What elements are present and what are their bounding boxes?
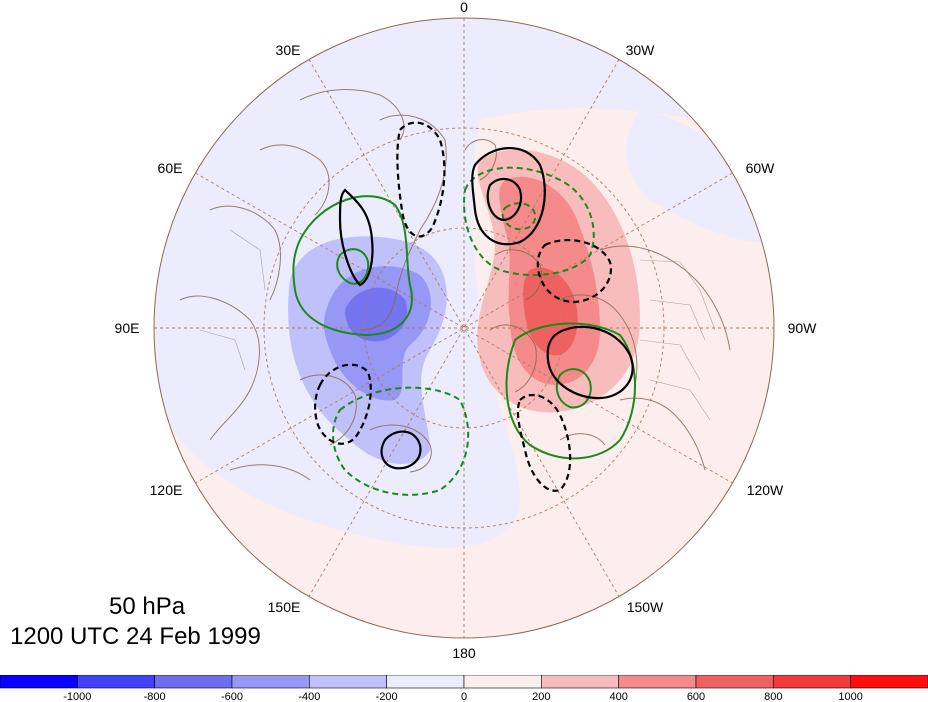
lon-label-60e: 60E [158,160,183,176]
black-solid-contour-south [380,430,422,470]
colorbar-box [850,675,928,689]
lon-label-150w: 150W [627,599,664,615]
pressure-level-caption: 50 hPa [109,593,186,620]
colorbar-tick-label: -800 [144,691,166,702]
lon-label-180: 180 [452,645,476,661]
colorbar-box [695,675,774,689]
colorbar-box [0,675,78,689]
green-dashed-contour-north [463,166,595,276]
political-boundaries [199,229,716,421]
black-dashed-contour-northeast [536,239,613,304]
valid-time-caption: 1200 UTC 24 Feb 1999 [10,623,261,650]
colorbar-box [773,675,851,689]
black-solid-contour-west [338,188,374,287]
colorbar-boxes [0,675,928,689]
green-solid-contour-east [505,322,636,460]
colorbar-box [309,675,387,689]
colorbar-box [77,675,155,689]
lon-label-30w: 30W [626,42,656,58]
colorbar-tick-labels: -1000 -800 -600 -400 -200 0 200 400 600 800 1000 [63,691,863,702]
colorbar-tick-label: -1000 [63,691,91,702]
longitude-labels: 0 30W 60W 90W 120W 150W 180 150E 120E 90… [115,0,818,661]
lon-label-30e: 30E [276,42,301,58]
colorbar-tick-label: -400 [298,691,320,702]
colorbar-box [154,675,233,689]
colorbar-tick-label: 200 [532,691,550,702]
lon-label-120w: 120W [747,482,784,498]
green-solid-contour-west [292,195,413,337]
green-solid-contour-west-inner [336,248,370,285]
coastlines [179,89,731,481]
colorbar-box [231,675,310,689]
green-dashed-contour-north-inner [501,202,537,231]
colorbar-box [463,675,542,689]
colorbar-tick-label: -200 [376,691,398,702]
lon-label-90e: 90E [115,320,140,336]
map-boundary [153,17,775,639]
lon-label-120e: 120E [150,482,183,498]
colorbar-tick-label: 1000 [838,691,862,702]
black-dashed-contour-southeast [516,393,572,492]
lon-label-60w: 60W [746,160,776,176]
green-dashed-contour-south [332,386,470,496]
shading-layer [154,18,774,548]
colorbar-box [386,675,465,689]
black-contours [314,121,634,492]
colorbar-tick-label: 600 [687,691,705,702]
black-solid-contour-east [546,325,634,400]
green-solid-contour-east-inner [555,368,592,409]
green-contours [292,166,636,496]
colorbar-tick-label: 800 [764,691,782,702]
lon-label-0: 0 [460,0,468,15]
colorbar: -1000 -800 -600 -400 -200 0 200 400 600 800 1000 [0,675,928,702]
positive-shading-dark [523,267,578,356]
black-dashed-contour-southwest [314,363,372,445]
polar-map: 0 30W 60W 90W 120W 150W 180 150E 120E 90… [115,0,818,661]
graticule [154,18,774,638]
colorbar-tick-label: 0 [461,691,467,702]
black-solid-contour-north [471,147,546,246]
negative-shading-corner [626,110,774,243]
colorbar-tick-label: 400 [609,691,627,702]
lon-label-90w: 90W [788,320,818,336]
colorbar-box [618,675,697,689]
colorbar-tick-label: -600 [221,691,243,702]
lon-label-150e: 150E [268,599,301,615]
colorbar-box [541,675,619,689]
black-solid-contour-north-inner [486,177,523,222]
